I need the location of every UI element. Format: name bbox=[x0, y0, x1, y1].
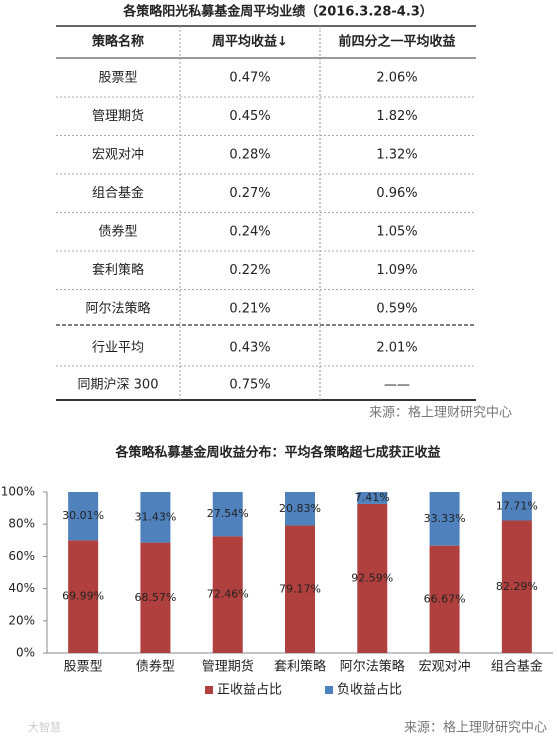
cell: 0.43% bbox=[229, 341, 270, 356]
cell: 0.45% bbox=[229, 109, 270, 124]
value-label: 27.54% bbox=[207, 507, 249, 520]
y-tick-label: 40% bbox=[8, 581, 35, 595]
cell: 1.82% bbox=[376, 109, 417, 124]
cell: 1.05% bbox=[376, 225, 417, 240]
cell: 行业平均 bbox=[92, 341, 144, 356]
y-tick-label: 60% bbox=[8, 549, 35, 563]
bar-segment bbox=[357, 503, 388, 653]
value-label: 69.99% bbox=[62, 590, 104, 603]
chart-title: 各策略私募基金周收益分布：平均各策略超七成获正收益 bbox=[114, 445, 440, 461]
x-tick-label: 管理期货 bbox=[202, 659, 254, 675]
y-tick-label: 0% bbox=[16, 646, 35, 660]
cell: 2.01% bbox=[376, 341, 417, 356]
value-label: 30.01% bbox=[62, 509, 104, 522]
value-label: 79.17% bbox=[279, 582, 321, 595]
cell: 2.06% bbox=[376, 71, 417, 86]
cell: 套利策略 bbox=[92, 262, 144, 278]
value-label: 7.41% bbox=[355, 491, 390, 504]
header-cell: 前四分之一平均收益 bbox=[338, 34, 455, 50]
cell: 宏观对冲 bbox=[92, 148, 144, 163]
bar-segment bbox=[285, 492, 315, 526]
cell: 股票型 bbox=[98, 71, 137, 86]
cell: 阿尔法策略 bbox=[85, 301, 150, 317]
bar-segment bbox=[212, 536, 243, 653]
bar-segment bbox=[68, 540, 99, 653]
cell: 组合基金 bbox=[92, 185, 144, 201]
value-label: 92.59% bbox=[351, 571, 393, 584]
bar-segment bbox=[501, 492, 532, 521]
bar-segment bbox=[140, 492, 171, 543]
cell: 同期沪深 300 bbox=[78, 377, 159, 393]
value-label: 82.29% bbox=[496, 580, 538, 593]
cell: 0.96% bbox=[376, 186, 417, 201]
cell: 1.32% bbox=[376, 148, 417, 163]
cell: 0.21% bbox=[229, 302, 270, 317]
x-tick-label: 宏观对冲 bbox=[419, 660, 471, 675]
bar-segment bbox=[68, 492, 99, 541]
value-label: 33.33% bbox=[424, 512, 466, 525]
legend-swatch bbox=[325, 686, 333, 694]
bar-segment bbox=[285, 525, 315, 653]
y-tick-label: 80% bbox=[8, 517, 35, 531]
cell: 0.47% bbox=[229, 71, 270, 86]
cell: 0.24% bbox=[229, 225, 270, 240]
value-label: 68.57% bbox=[134, 591, 176, 604]
watermark: 大智慧 bbox=[28, 720, 61, 734]
x-tick-label: 套利策略 bbox=[274, 659, 326, 675]
bar-segment bbox=[140, 542, 171, 653]
value-label: 72.46% bbox=[207, 588, 249, 601]
cell: 0.27% bbox=[229, 186, 270, 201]
x-tick-label: 组合基金 bbox=[491, 659, 543, 675]
value-label: 20.83% bbox=[279, 502, 321, 515]
cell: 0.75% bbox=[229, 378, 270, 393]
bar-segment bbox=[429, 545, 460, 653]
y-tick-label: 20% bbox=[8, 613, 35, 627]
cell: 债券型 bbox=[98, 224, 137, 240]
bar-segment bbox=[212, 492, 243, 537]
value-label: 66.67% bbox=[424, 592, 466, 605]
cell: 管理期货 bbox=[92, 108, 144, 124]
cell: 1.09% bbox=[376, 263, 417, 278]
legend-label: 负收益占比 bbox=[337, 683, 402, 698]
value-label: 17.71% bbox=[496, 499, 538, 512]
header-cell: 周平均收益↓ bbox=[212, 34, 288, 50]
x-tick-label: 股票型 bbox=[64, 660, 103, 675]
cell: 0.59% bbox=[376, 302, 417, 317]
legend-swatch bbox=[205, 686, 213, 694]
cell: 0.22% bbox=[229, 263, 270, 278]
value-label: 31.43% bbox=[134, 510, 176, 523]
bar-segment bbox=[429, 492, 460, 546]
y-tick-label: 100% bbox=[1, 485, 35, 499]
x-tick-label: 债券型 bbox=[136, 659, 175, 675]
header-cell: 策略名称 bbox=[92, 34, 144, 50]
table-source: 来源：格上理财研究中心 bbox=[369, 405, 512, 421]
bar-segment bbox=[357, 492, 388, 504]
cell: 0.28% bbox=[229, 148, 270, 163]
legend-label: 正收益占比 bbox=[217, 683, 282, 698]
chart-source: 来源：格上理财研究中心 bbox=[404, 720, 547, 736]
bar-segment bbox=[501, 520, 532, 653]
cell: —— bbox=[384, 378, 410, 393]
x-tick-label: 阿尔法策略 bbox=[340, 659, 405, 675]
table-title: 各策略阳光私募基金周平均业绩（2016.3.28-4.3） bbox=[122, 4, 433, 20]
